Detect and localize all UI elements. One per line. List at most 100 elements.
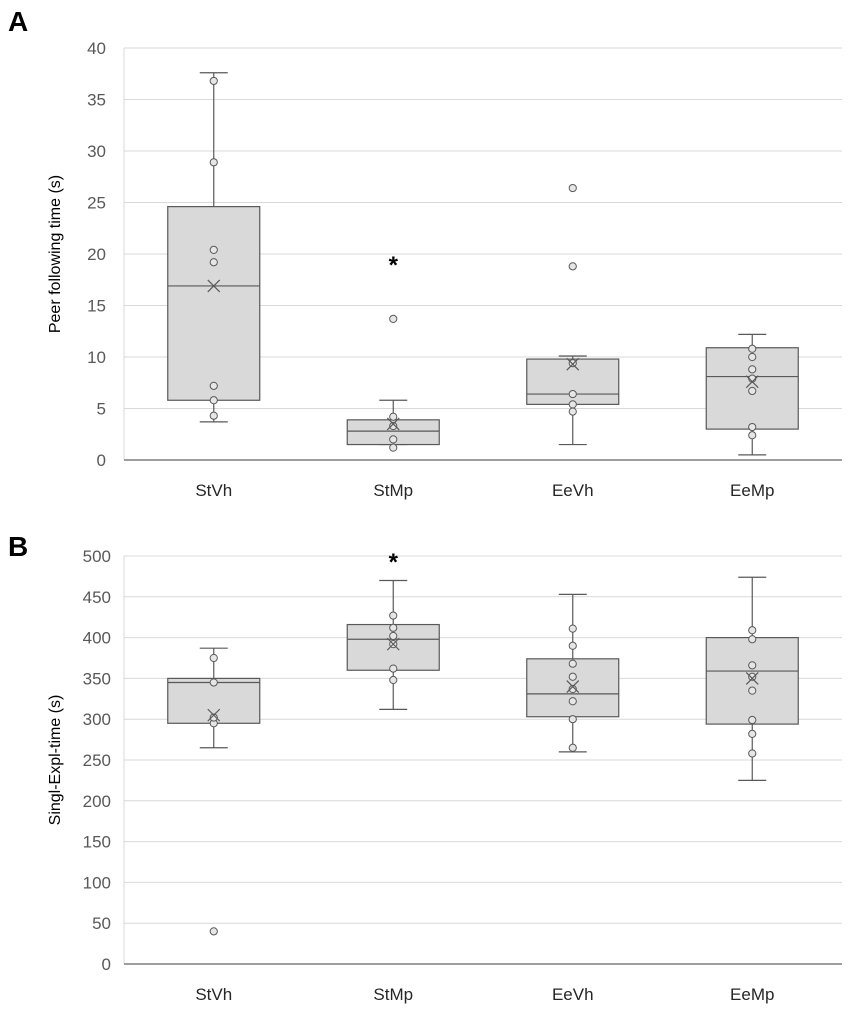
- data-point: [748, 626, 757, 635]
- data-point: [209, 258, 218, 267]
- mean-marker: [207, 279, 221, 293]
- data-point: [748, 386, 757, 396]
- mean-marker: [745, 375, 759, 389]
- data-point: [568, 359, 577, 368]
- y-tick-label: 50: [92, 914, 111, 933]
- data-point: [748, 422, 757, 432]
- y-tick-label: 40: [87, 39, 106, 58]
- y-tick-label: 30: [87, 142, 106, 161]
- y-tick-label: 200: [83, 792, 111, 811]
- data-point: [209, 411, 218, 420]
- data-point: [389, 664, 398, 673]
- y-tick-label: 300: [83, 710, 111, 729]
- data-point: [389, 421, 398, 431]
- mean-marker: [207, 708, 221, 722]
- x-category-label: StVh: [195, 985, 232, 1004]
- box-stvh: [167, 647, 261, 936]
- data-point: [389, 443, 398, 452]
- data-point: [389, 412, 398, 421]
- data-point: [748, 365, 757, 374]
- data-point: [389, 675, 398, 685]
- data-point: [568, 407, 577, 416]
- box-eevh: [526, 183, 620, 446]
- data-point: [209, 713, 218, 722]
- y-axis-label: Singl-Expl-time (s): [47, 695, 64, 826]
- data-point: [568, 684, 577, 694]
- mean-marker: [386, 637, 400, 651]
- y-tick-label: 35: [87, 91, 106, 110]
- data-point: [568, 183, 577, 193]
- data-point: [568, 715, 577, 724]
- y-tick-label: 10: [87, 348, 106, 367]
- y-tick-label: 350: [83, 669, 111, 688]
- y-tick-label: 150: [83, 833, 111, 852]
- y-tick-label: 450: [83, 588, 111, 607]
- x-category-label: EeVh: [552, 481, 594, 500]
- box-eemp: [705, 576, 799, 782]
- mean-marker: [745, 671, 759, 685]
- data-point: [748, 729, 757, 738]
- data-point: [209, 678, 218, 687]
- significance-marker: *: [389, 549, 399, 576]
- x-category-label: StMp: [373, 985, 413, 1004]
- data-point: [748, 352, 757, 362]
- data-point: [209, 158, 218, 167]
- y-tick-label: 0: [102, 955, 111, 974]
- data-point: [389, 314, 398, 323]
- data-point: [748, 686, 757, 695]
- data-point: [568, 659, 577, 668]
- y-tick-label: 400: [83, 629, 111, 648]
- data-point: [209, 396, 218, 405]
- data-point: [209, 927, 218, 936]
- data-point: [209, 653, 218, 663]
- iqr-box: [167, 206, 261, 401]
- data-point: [748, 661, 757, 670]
- data-point: [209, 381, 218, 390]
- y-tick-label: 0: [97, 451, 106, 470]
- data-point: [748, 344, 757, 353]
- data-point: [568, 743, 577, 752]
- data-point: [568, 641, 577, 650]
- data-point: [389, 631, 398, 641]
- y-tick-label: 25: [87, 194, 106, 213]
- box-eevh: [526, 593, 620, 753]
- data-point: [568, 262, 577, 271]
- y-axis-label: Peer following time (s): [47, 175, 64, 333]
- x-category-label: EeVh: [552, 985, 594, 1004]
- data-point: [568, 624, 577, 633]
- box-stmp: [346, 579, 440, 711]
- data-point: [209, 245, 218, 254]
- box-stmp: [346, 314, 440, 452]
- mean-marker: [566, 680, 580, 693]
- mean-marker: [386, 417, 400, 431]
- data-point: [748, 749, 757, 758]
- significance-marker: *: [389, 252, 399, 279]
- panel-a-chart: 0 5 10 15 20 25 30 35 40 Peer following time (s) S…: [47, 39, 842, 500]
- panel-b-letter: B: [8, 531, 28, 562]
- x-category-label: EeMp: [730, 985, 774, 1004]
- data-point: [748, 431, 757, 440]
- y-tick-label: 5: [97, 400, 106, 419]
- x-category-label: StVh: [195, 481, 232, 500]
- y-tick-label: 20: [87, 245, 106, 264]
- x-category-label: EeMp: [730, 481, 774, 500]
- x-category-label: StMp: [373, 481, 413, 500]
- panel-b-chart: 0 50 100 150 200 250 300 350 400 450 500 Singl-Expl…: [47, 547, 842, 1004]
- data-point: [748, 715, 757, 725]
- data-point: [389, 435, 398, 444]
- data-point: [748, 635, 757, 644]
- y-tick-label: 250: [83, 751, 111, 770]
- y-tick-label: 15: [87, 297, 106, 316]
- data-point: [568, 672, 577, 681]
- data-point: [389, 611, 398, 620]
- y-tick-label: 100: [83, 873, 111, 892]
- box-eemp: [705, 333, 799, 456]
- data-point: [748, 672, 757, 681]
- data-point: [568, 389, 577, 399]
- y-tick-label: 500: [83, 547, 111, 566]
- data-point: [209, 76, 218, 86]
- box-stvh: [167, 72, 261, 423]
- data-point: [568, 697, 577, 706]
- panel-a-letter: A: [8, 6, 28, 37]
